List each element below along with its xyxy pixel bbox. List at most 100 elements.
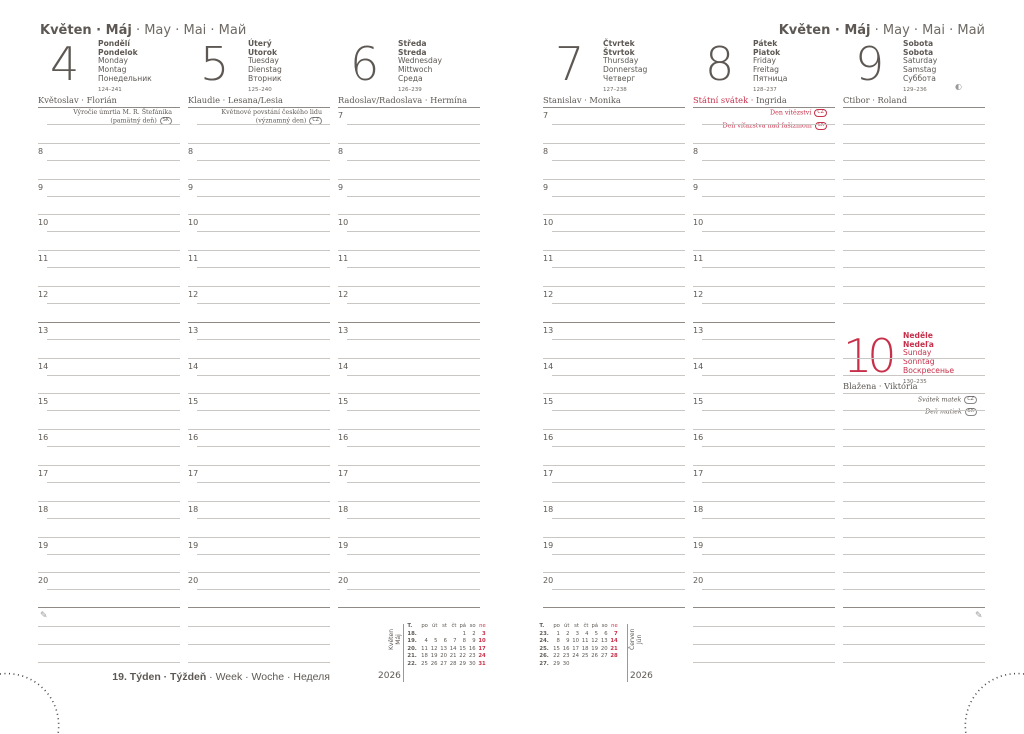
date-cell[interactable]: 13 — [600, 638, 608, 645]
date-cell[interactable]: 16 — [562, 645, 570, 652]
nameday-names: Klaudie · Lesana/Lesia — [188, 95, 283, 105]
date-cell[interactable]: 18 — [581, 645, 589, 652]
date-cell[interactable]: 14 — [610, 638, 618, 645]
date-cell[interactable]: 21 — [610, 645, 618, 652]
date-cell[interactable]: 5 — [594, 630, 599, 637]
date-cell[interactable]: 15 — [459, 645, 467, 652]
hour-label: 14 — [543, 361, 554, 371]
date-cell[interactable]: 8 — [556, 638, 560, 645]
date-cell[interactable]: 29 — [553, 660, 560, 667]
date-cell[interactable]: 5 — [434, 638, 438, 645]
hour-label: 16 — [38, 433, 49, 443]
date-cell[interactable] — [420, 631, 430, 639]
date-cell[interactable]: 27 — [600, 653, 608, 660]
date-cell[interactable] — [590, 661, 600, 669]
day-name-bold: Utorok — [248, 47, 278, 57]
date-cell[interactable] — [609, 661, 619, 669]
date-cell[interactable]: 19 — [591, 645, 599, 652]
date-cell[interactable]: 28 — [610, 653, 618, 660]
date-cell[interactable]: 1 — [556, 630, 560, 637]
date-cell[interactable]: 28 — [449, 660, 457, 667]
half-hour-line — [843, 553, 985, 555]
day-name: Freitag — [753, 65, 780, 75]
weekday-header: so — [601, 623, 608, 629]
date-cell[interactable]: 12 — [430, 645, 438, 652]
date-cell[interactable]: 20 — [440, 653, 447, 660]
hour-line — [338, 465, 480, 466]
date-cell[interactable]: 17 — [478, 645, 486, 652]
date-cell[interactable]: 20 — [600, 645, 608, 652]
date-cell[interactable]: 6 — [604, 630, 608, 637]
hour-line — [543, 357, 685, 359]
date-cell[interactable]: 9 — [472, 638, 476, 645]
date-cell[interactable]: 12 — [591, 638, 599, 645]
date-cell[interactable]: 4 — [585, 630, 589, 637]
weekday-header: út — [564, 623, 570, 629]
hour-line — [543, 429, 685, 431]
hour-label: 17 — [543, 469, 554, 478]
date-cell[interactable]: 1 — [462, 630, 467, 637]
day-of-year-count: 124–241 — [98, 86, 122, 93]
holiday-note-text: Den vítězství — [770, 109, 812, 117]
date-cell[interactable]: 18 — [421, 653, 428, 660]
date-cell[interactable]: 11 — [581, 638, 589, 645]
date-cell[interactable]: 26 — [591, 653, 599, 660]
date-cell[interactable]: 25 — [581, 653, 589, 660]
date-cell[interactable]: 17 — [572, 645, 579, 652]
date-cell[interactable]: 30 — [468, 660, 476, 667]
date-cell[interactable]: 2 — [566, 630, 570, 637]
date-cell[interactable]: 4 — [424, 638, 428, 645]
date-cell[interactable]: 22 — [459, 653, 467, 660]
notes-rule — [38, 607, 180, 609]
date-cell[interactable] — [580, 661, 590, 669]
hour-label: 16 — [188, 433, 199, 443]
weekday-header: so — [469, 623, 476, 629]
date-cell[interactable]: 15 — [553, 645, 560, 652]
date-cell[interactable]: 27 — [440, 660, 447, 667]
date-cell[interactable]: 3 — [575, 630, 579, 637]
day-name: Пятница — [753, 73, 788, 83]
hour-line — [188, 214, 330, 216]
date-cell[interactable]: 22 — [553, 653, 560, 660]
date-cell[interactable]: 30 — [562, 660, 570, 667]
date-cell[interactable] — [599, 661, 609, 669]
date-cell[interactable]: 8 — [462, 638, 467, 645]
date-cell[interactable]: 9 — [566, 638, 570, 645]
date-cell[interactable] — [448, 631, 458, 639]
hour-label: 18 — [543, 504, 554, 514]
date-cell[interactable]: 23 — [468, 653, 476, 660]
date-cell[interactable] — [439, 631, 449, 639]
hour-label: 18 — [693, 504, 704, 514]
date-cell[interactable]: 7 — [614, 630, 618, 637]
day-name: Tuesday — [248, 56, 279, 66]
day-name-bold: Pondělí — [98, 39, 130, 48]
date-cell[interactable]: 10 — [572, 638, 579, 645]
date-cell[interactable]: 2 — [472, 630, 476, 637]
date-cell[interactable]: 7 — [453, 638, 457, 645]
half-hour-line — [702, 446, 835, 448]
date-cell[interactable]: 23 — [562, 653, 570, 660]
date-cell[interactable]: 29 — [459, 660, 467, 667]
hour-label: 19 — [188, 540, 199, 550]
date-cell[interactable]: 16 — [468, 645, 476, 652]
date-cell[interactable]: 14 — [449, 645, 457, 652]
date-cell[interactable]: 31 — [478, 660, 486, 667]
hour-label: 15 — [38, 397, 49, 407]
hour-label: 13 — [188, 325, 199, 335]
date-cell[interactable] — [571, 661, 581, 669]
date-cell[interactable]: 13 — [440, 645, 447, 652]
date-cell[interactable]: 3 — [482, 630, 486, 637]
date-cell[interactable]: 24 — [478, 653, 486, 660]
month-title-bold: Květen · Máj — [778, 23, 871, 38]
date-cell[interactable]: 24 — [572, 653, 579, 660]
date-cell[interactable]: 11 — [421, 645, 428, 652]
half-hour-line — [347, 446, 480, 448]
date-cell[interactable]: 10 — [478, 638, 486, 645]
date-cell[interactable]: 25 — [421, 660, 428, 667]
date-cell[interactable]: 6 — [443, 638, 447, 645]
date-cell[interactable] — [429, 631, 439, 639]
date-cell[interactable]: 19 — [430, 653, 438, 660]
date-cell[interactable]: 26 — [430, 660, 438, 667]
day-of-year-count: 126–239 — [398, 86, 422, 93]
date-cell[interactable]: 21 — [449, 653, 457, 660]
